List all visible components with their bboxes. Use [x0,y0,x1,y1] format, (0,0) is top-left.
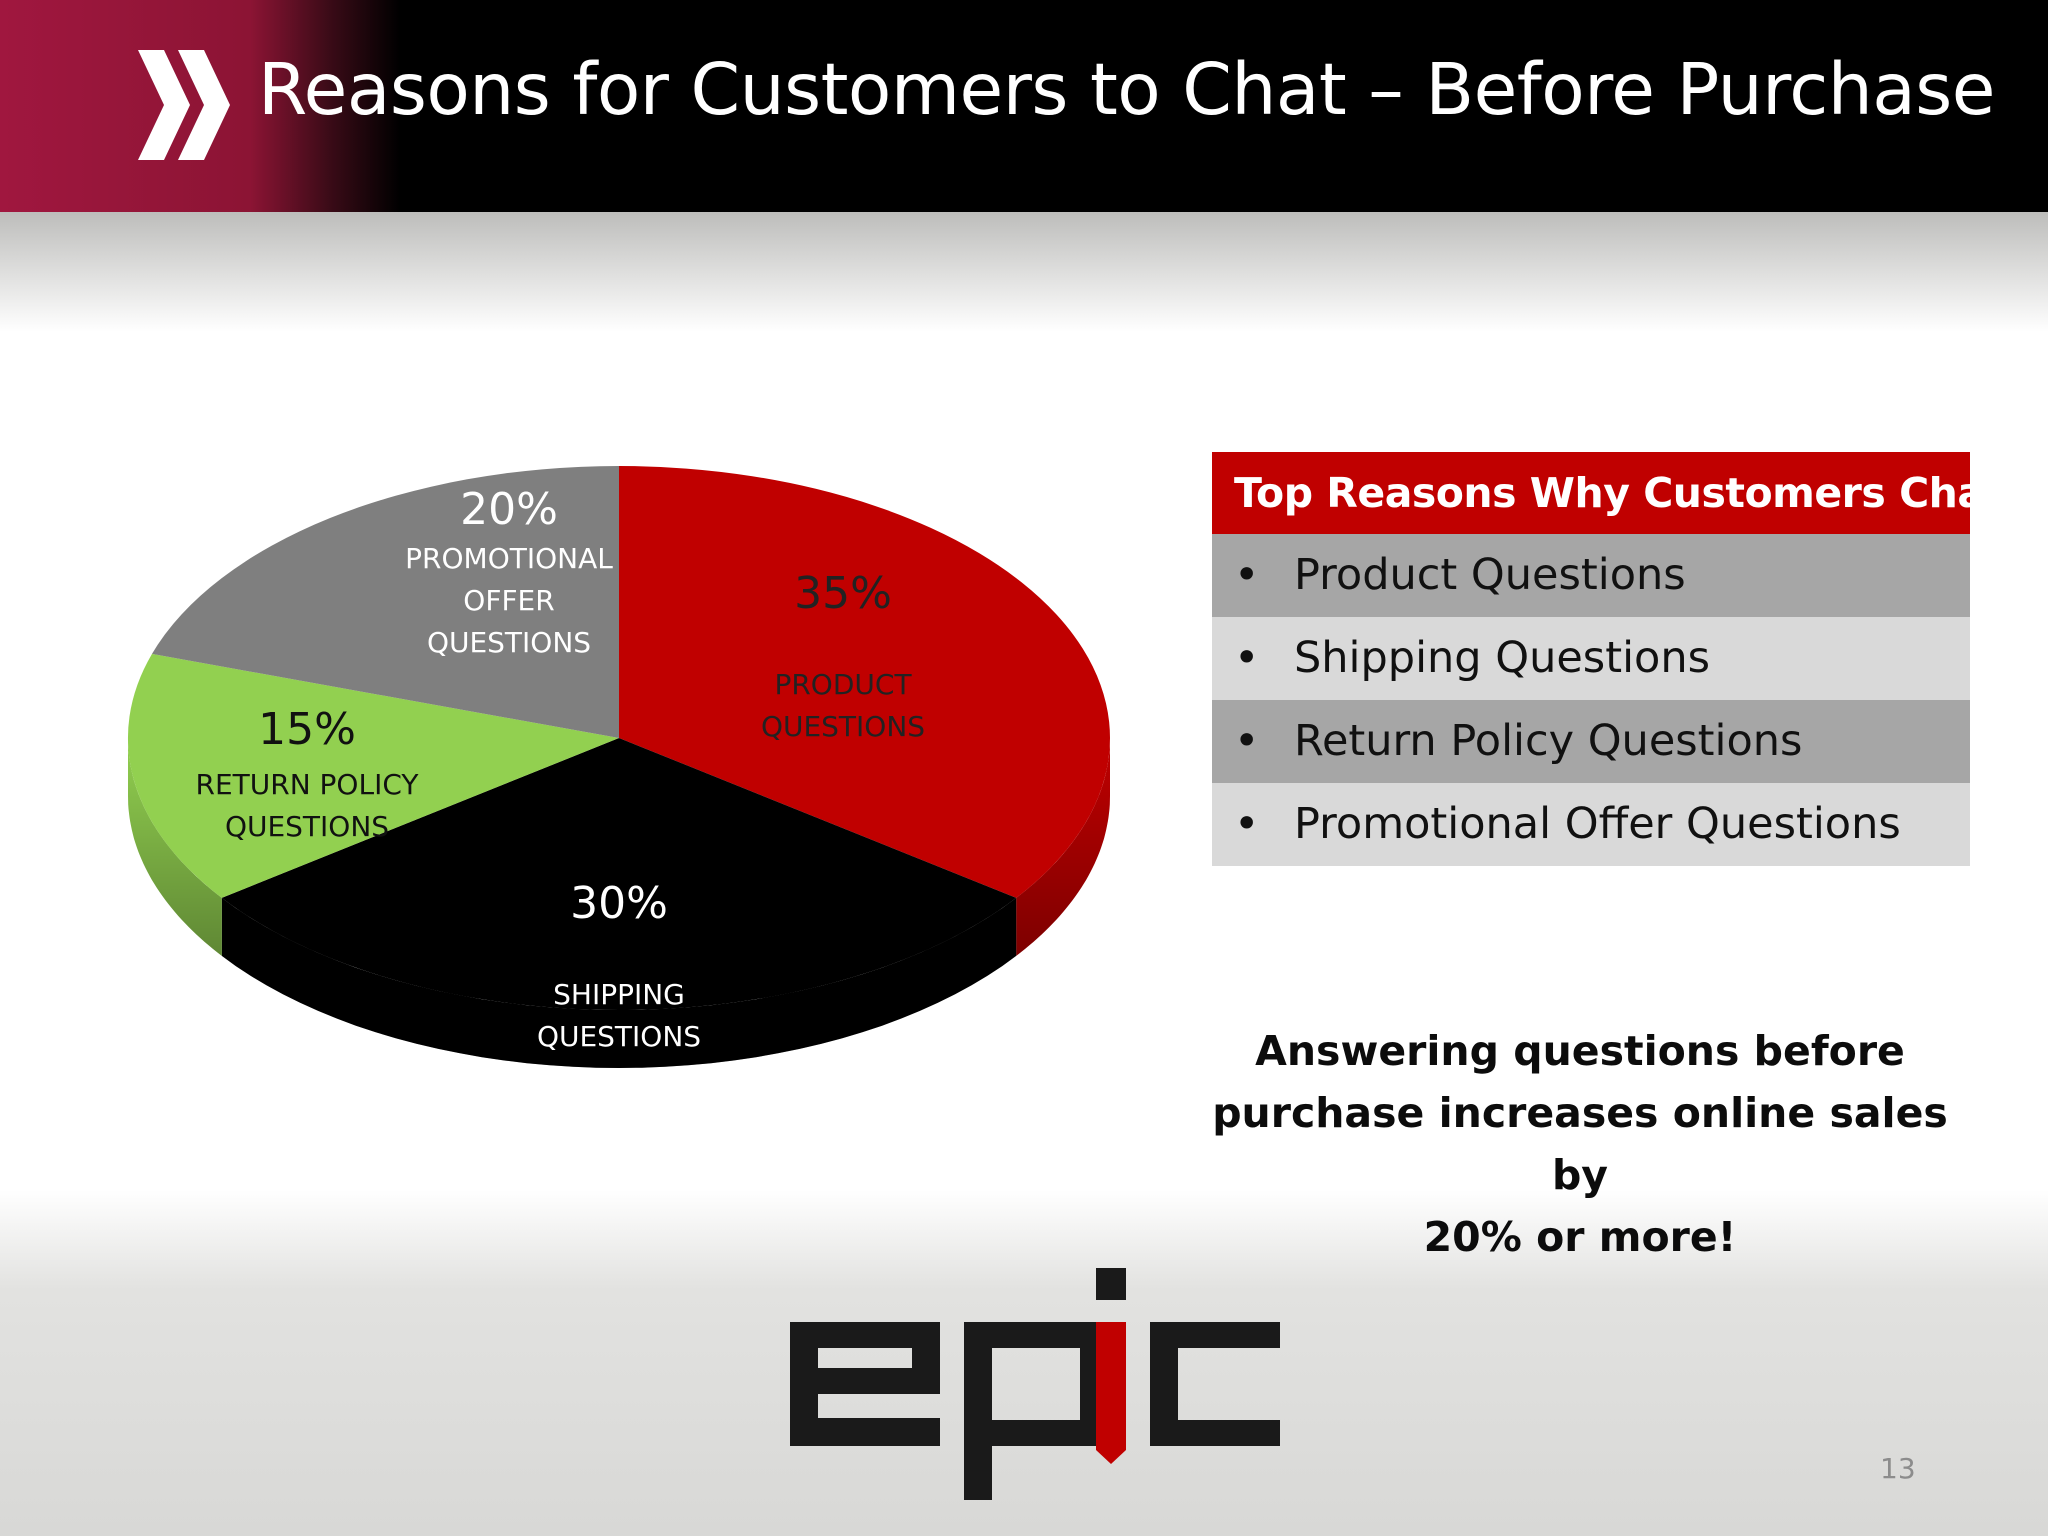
pie-slice-promotional [152,465,619,738]
row-label: Shipping Questions [1294,633,1710,683]
slice-value-label: 15% [258,704,356,755]
slice-value-label: 30% [570,878,668,929]
slice-name-label: QUESTIONS [224,810,390,843]
slice-name-label: RETURN POLICY [195,768,419,801]
title-bar [0,0,2048,212]
table-row: • Return Policy Questions [1212,700,1970,783]
slice-name-label: PRODUCT [774,668,912,701]
row-label: Product Questions [1294,550,1686,600]
bullet: • [1234,633,1260,683]
slice-name-label: QUESTIONS [426,626,592,659]
callout-text: Answering questions before purchase incr… [1180,1020,1980,1268]
pie-slice-product [619,466,1111,898]
row-label: Return Policy Questions [1294,716,1803,766]
slice-value-label: 35% [794,568,892,619]
slice-name-label: QUESTIONS [760,710,926,743]
pie-side-shade [1016,738,1110,956]
slice-name-label: PROMOTIONAL [405,542,613,575]
table-header: Top Reasons Why Customers Chat [1212,452,2004,534]
table-row: • Promotional Offer Questions [1212,783,1970,866]
slice-value-label: 20% [460,484,558,535]
top-reasons-table: Top Reasons Why Customers Chat • Product … [1212,452,2004,866]
slice-label-shipping: 30% SHIPPING QUESTIONS [537,882,701,1058]
slice-label-return-policy: 15% RETURN POLICY QUESTIONS [196,708,419,848]
pie-side-shade [128,738,222,956]
bullet: • [1234,799,1260,849]
table-row: • Shipping Questions [1212,617,1970,700]
slice-name-label: OFFER [463,584,555,617]
pie-chart [127,465,1111,1068]
table-row: • Product Questions [1212,534,1970,617]
double-chevron-icon [138,50,230,160]
callout-line: purchase increases online sales by [1212,1089,1948,1199]
bullet: • [1234,716,1260,766]
title-bar-shadow [0,212,2048,332]
slice-label-promotional: 20% PROMOTIONAL OFFER QUESTIONS [405,488,613,664]
slide-title: Reasons for Customers to Chat – Before P… [258,48,1995,131]
slice-name-label: QUESTIONS [536,1020,702,1053]
epic-logo [790,1268,1280,1500]
slice-label-product: 35% PRODUCT QUESTIONS [761,572,925,748]
pie-slice-return-policy [127,653,619,898]
callout-line: Answering questions before [1255,1027,1905,1075]
slice-name-label: SHIPPING [553,978,685,1011]
pie-slice-shipping [221,738,1017,1011]
pie-side-shade [221,897,1017,1068]
bullet: • [1234,550,1260,600]
page-number: 13 [1880,1452,1916,1485]
callout-line: 20% or more! [1423,1213,1737,1261]
row-label: Promotional Offer Questions [1294,799,1901,849]
